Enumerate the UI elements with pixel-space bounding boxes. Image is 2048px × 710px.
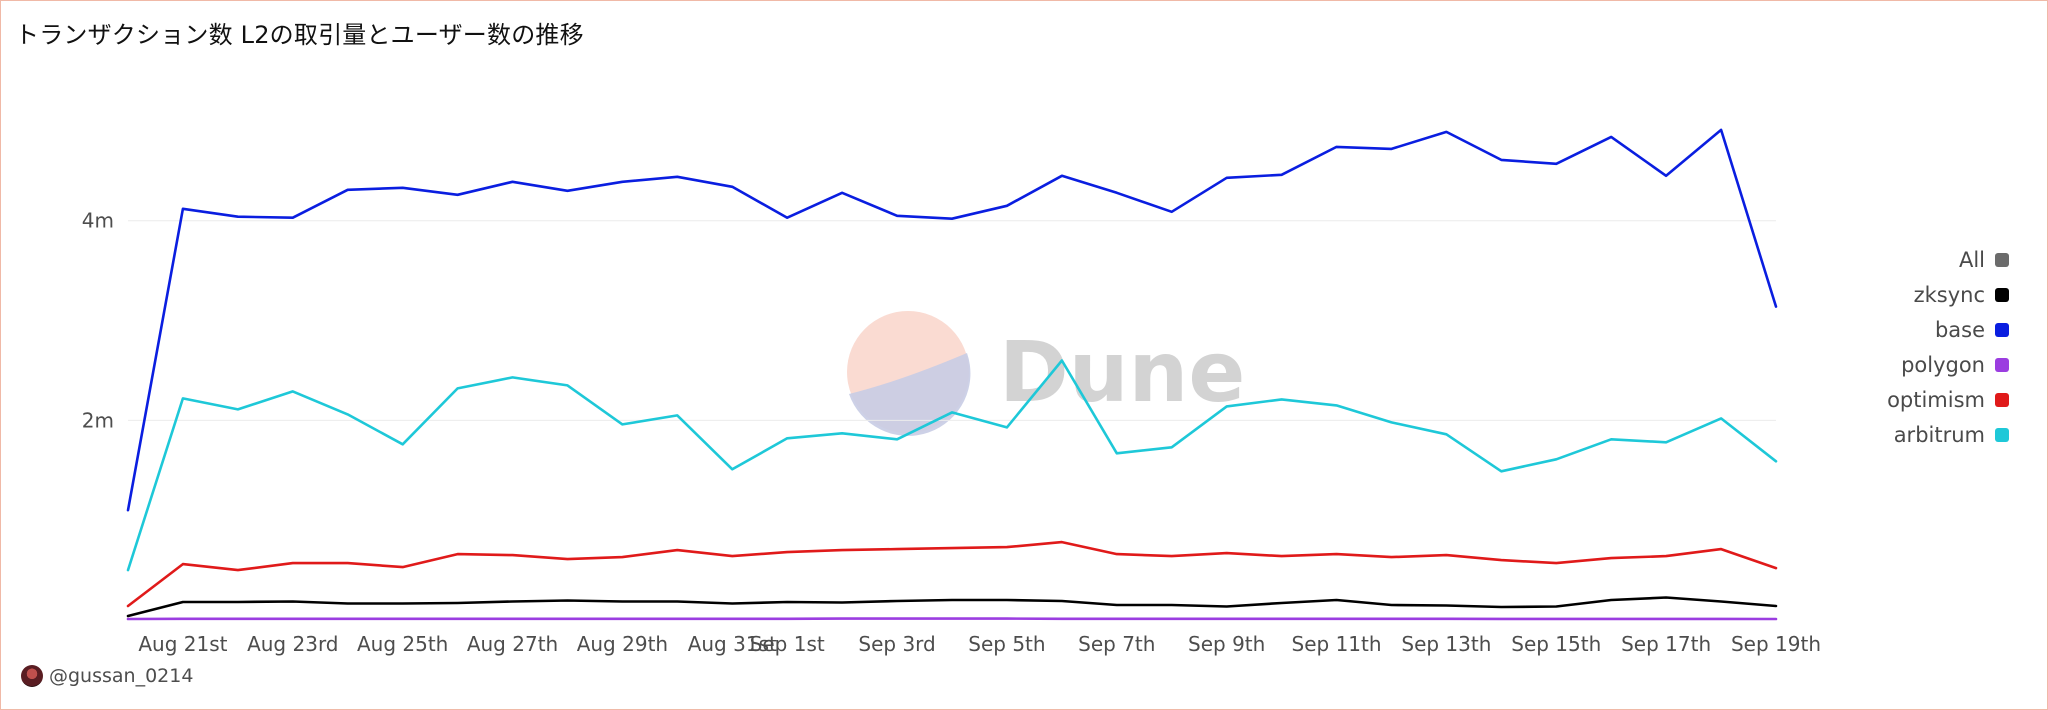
series-lines: [126, 128, 1778, 621]
dune-logo-wave: [849, 353, 971, 436]
x-tick-label: Sep 7th: [1078, 632, 1155, 656]
y-axis-ticks: 2m 4m: [82, 209, 114, 433]
series-line-zksync[interactable]: [126, 596, 1778, 618]
x-tick-label: Sep 17th: [1621, 632, 1711, 656]
legend-label: optimism: [1887, 388, 1985, 412]
x-tick-label: Aug 21st: [138, 632, 227, 656]
legend-swatch: [1995, 253, 2009, 267]
chart-title: トランザクション数 L2の取引量とユーザー数の推移: [15, 21, 584, 49]
legend-swatch: [1995, 358, 2009, 372]
legend-label: polygon: [1901, 353, 1985, 377]
series-line-arbitrum[interactable]: [126, 359, 1778, 572]
legend-item-zksync[interactable]: zksync: [1914, 282, 2009, 308]
x-tick-label: Aug 31st: [688, 632, 777, 656]
dune-watermark: Dune: [847, 311, 1245, 436]
x-tick-label: Aug 23rd: [247, 632, 338, 656]
x-axis-ticks: Aug 21st Aug 23rd Aug 25th Aug 27th Aug 29th…: [138, 632, 1821, 656]
x-tick-label: Aug 29th: [577, 632, 668, 656]
x-tick-label: Sep 5th: [968, 632, 1045, 656]
x-tick-label: Aug 25th: [357, 632, 448, 656]
y-tick-label: 2m: [82, 408, 114, 432]
legend-label: base: [1934, 318, 1985, 342]
footer: @gussan_0214: [21, 665, 193, 687]
author-username[interactable]: @gussan_0214: [49, 665, 194, 687]
legend-item-arbitrum[interactable]: arbitrum: [1894, 422, 2009, 448]
x-tick-label: Sep 1st: [750, 632, 825, 656]
gridlines: [128, 220, 1776, 421]
x-tick-label: Aug 27th: [467, 632, 558, 656]
legend: All zksync base polygon optimism arbitru…: [1887, 247, 2009, 448]
legend-label: zksync: [1913, 283, 1985, 307]
legend-item-optimism[interactable]: optimism: [1887, 387, 2009, 413]
x-tick-label: Sep 11th: [1292, 632, 1382, 656]
legend-swatch: [1995, 428, 2009, 442]
avatar: [21, 665, 43, 687]
x-tick-label: Sep 13th: [1401, 632, 1491, 656]
legend-swatch: [1995, 323, 2009, 337]
legend-label: All: [1958, 248, 1985, 272]
x-tick-label: Sep 9th: [1188, 632, 1265, 656]
legend-item-base[interactable]: base: [1935, 317, 2009, 343]
y-tick-label: 4m: [82, 209, 114, 233]
legend-swatch: [1995, 288, 2009, 302]
x-tick-label: Sep 15th: [1511, 632, 1601, 656]
x-tick-label: Sep 19th: [1731, 632, 1821, 656]
series-line-optimism[interactable]: [126, 540, 1778, 608]
x-tick-label: Sep 3rd: [858, 632, 935, 656]
legend-item-all[interactable]: All: [1959, 247, 2009, 273]
legend-item-polygon[interactable]: polygon: [1901, 352, 2009, 378]
legend-swatch: [1995, 393, 2009, 407]
dune-watermark-text: Dune: [999, 323, 1245, 421]
legend-label: arbitrum: [1893, 423, 1985, 447]
series-line-base[interactable]: [126, 128, 1778, 512]
